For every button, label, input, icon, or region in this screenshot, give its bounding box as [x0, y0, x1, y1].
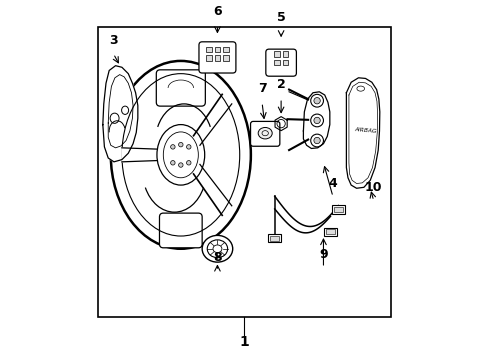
Text: 7: 7: [257, 82, 266, 95]
Text: 3: 3: [109, 33, 118, 46]
FancyBboxPatch shape: [199, 42, 235, 73]
FancyBboxPatch shape: [250, 121, 279, 146]
Ellipse shape: [313, 137, 320, 144]
Ellipse shape: [313, 98, 320, 104]
Polygon shape: [122, 148, 157, 162]
Ellipse shape: [186, 161, 191, 165]
Ellipse shape: [170, 161, 175, 165]
Bar: [282, 51, 288, 57]
Ellipse shape: [157, 125, 204, 185]
Ellipse shape: [111, 61, 250, 249]
FancyBboxPatch shape: [156, 70, 205, 106]
Bar: [282, 60, 288, 66]
Bar: [214, 46, 220, 52]
Ellipse shape: [202, 235, 232, 262]
Bar: [206, 55, 212, 60]
Bar: [325, 229, 334, 234]
Bar: [206, 46, 212, 52]
Text: 5: 5: [276, 11, 285, 24]
Ellipse shape: [178, 143, 183, 147]
FancyBboxPatch shape: [265, 49, 296, 76]
Bar: [324, 228, 336, 236]
Bar: [273, 60, 279, 66]
Bar: [98, 27, 390, 317]
Bar: [223, 55, 228, 60]
Ellipse shape: [178, 163, 183, 167]
Text: 4: 4: [328, 177, 337, 190]
Bar: [223, 46, 228, 52]
Text: 8: 8: [213, 251, 221, 264]
Bar: [268, 234, 281, 242]
Text: 6: 6: [213, 5, 221, 18]
Ellipse shape: [186, 145, 191, 149]
Ellipse shape: [258, 127, 272, 139]
Polygon shape: [346, 78, 379, 188]
Polygon shape: [303, 92, 329, 148]
Bar: [214, 55, 220, 60]
FancyBboxPatch shape: [159, 213, 202, 248]
Polygon shape: [274, 117, 286, 131]
Ellipse shape: [313, 117, 320, 123]
Bar: [333, 207, 342, 212]
Polygon shape: [102, 66, 138, 162]
Ellipse shape: [170, 145, 175, 149]
Bar: [331, 206, 344, 214]
Text: 10: 10: [364, 181, 382, 194]
Text: 2: 2: [276, 78, 285, 91]
Text: 1: 1: [239, 335, 249, 349]
Bar: [273, 51, 279, 57]
Bar: [270, 236, 279, 241]
Text: AIRBAG: AIRBAG: [353, 127, 376, 134]
Text: 9: 9: [319, 248, 327, 261]
